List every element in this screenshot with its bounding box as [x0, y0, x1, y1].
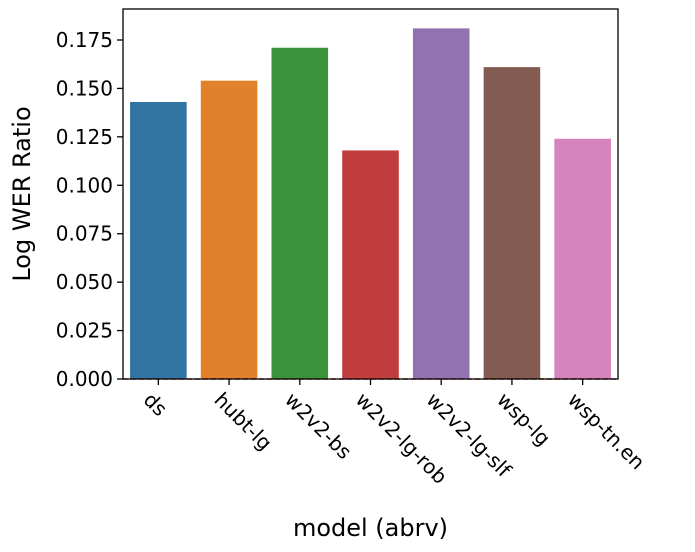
x-tick-label: wsp-tn.en — [563, 388, 650, 475]
y-tick-label: 0.000 — [56, 367, 113, 391]
x-axis-label: model (abrv) — [293, 514, 448, 542]
y-tick-label: 0.025 — [56, 319, 113, 343]
y-tick-label: 0.050 — [56, 270, 113, 294]
x-tick-label: hubt-lg — [210, 388, 277, 455]
bar-wsp-lg — [483, 67, 541, 380]
bar-w2v2-bs — [271, 47, 329, 379]
bar-ds — [130, 101, 187, 380]
y-axis-label: Log WER Ratio — [8, 106, 36, 281]
bar-w2v2-lg-rob — [342, 150, 399, 379]
y-axis: 0.000 0.025 0.050 0.075 0.100 0.125 0.150 0.175 — [56, 28, 123, 391]
bar-hubt-lg — [200, 80, 258, 380]
y-tick-label: 0.175 — [56, 28, 113, 52]
bars — [130, 28, 611, 380]
y-tick-label: 0.075 — [56, 222, 113, 246]
x-axis: ds hubt-lg w2v2-bsw2v2-lg-robw2v2-lg-slfws… — [139, 379, 650, 489]
bar-wsp-tn-en — [554, 138, 611, 379]
y-tick-label: 0.125 — [56, 125, 113, 149]
bar-w2v2-lg-slf — [412, 28, 470, 379]
x-tick-label: wsp-lg — [492, 388, 555, 451]
x-tick-label: ds — [139, 388, 172, 421]
y-tick-label: 0.150 — [56, 76, 113, 100]
y-tick-label: 0.100 — [56, 173, 113, 197]
x-tick-label: w2v2-bs — [280, 388, 356, 464]
